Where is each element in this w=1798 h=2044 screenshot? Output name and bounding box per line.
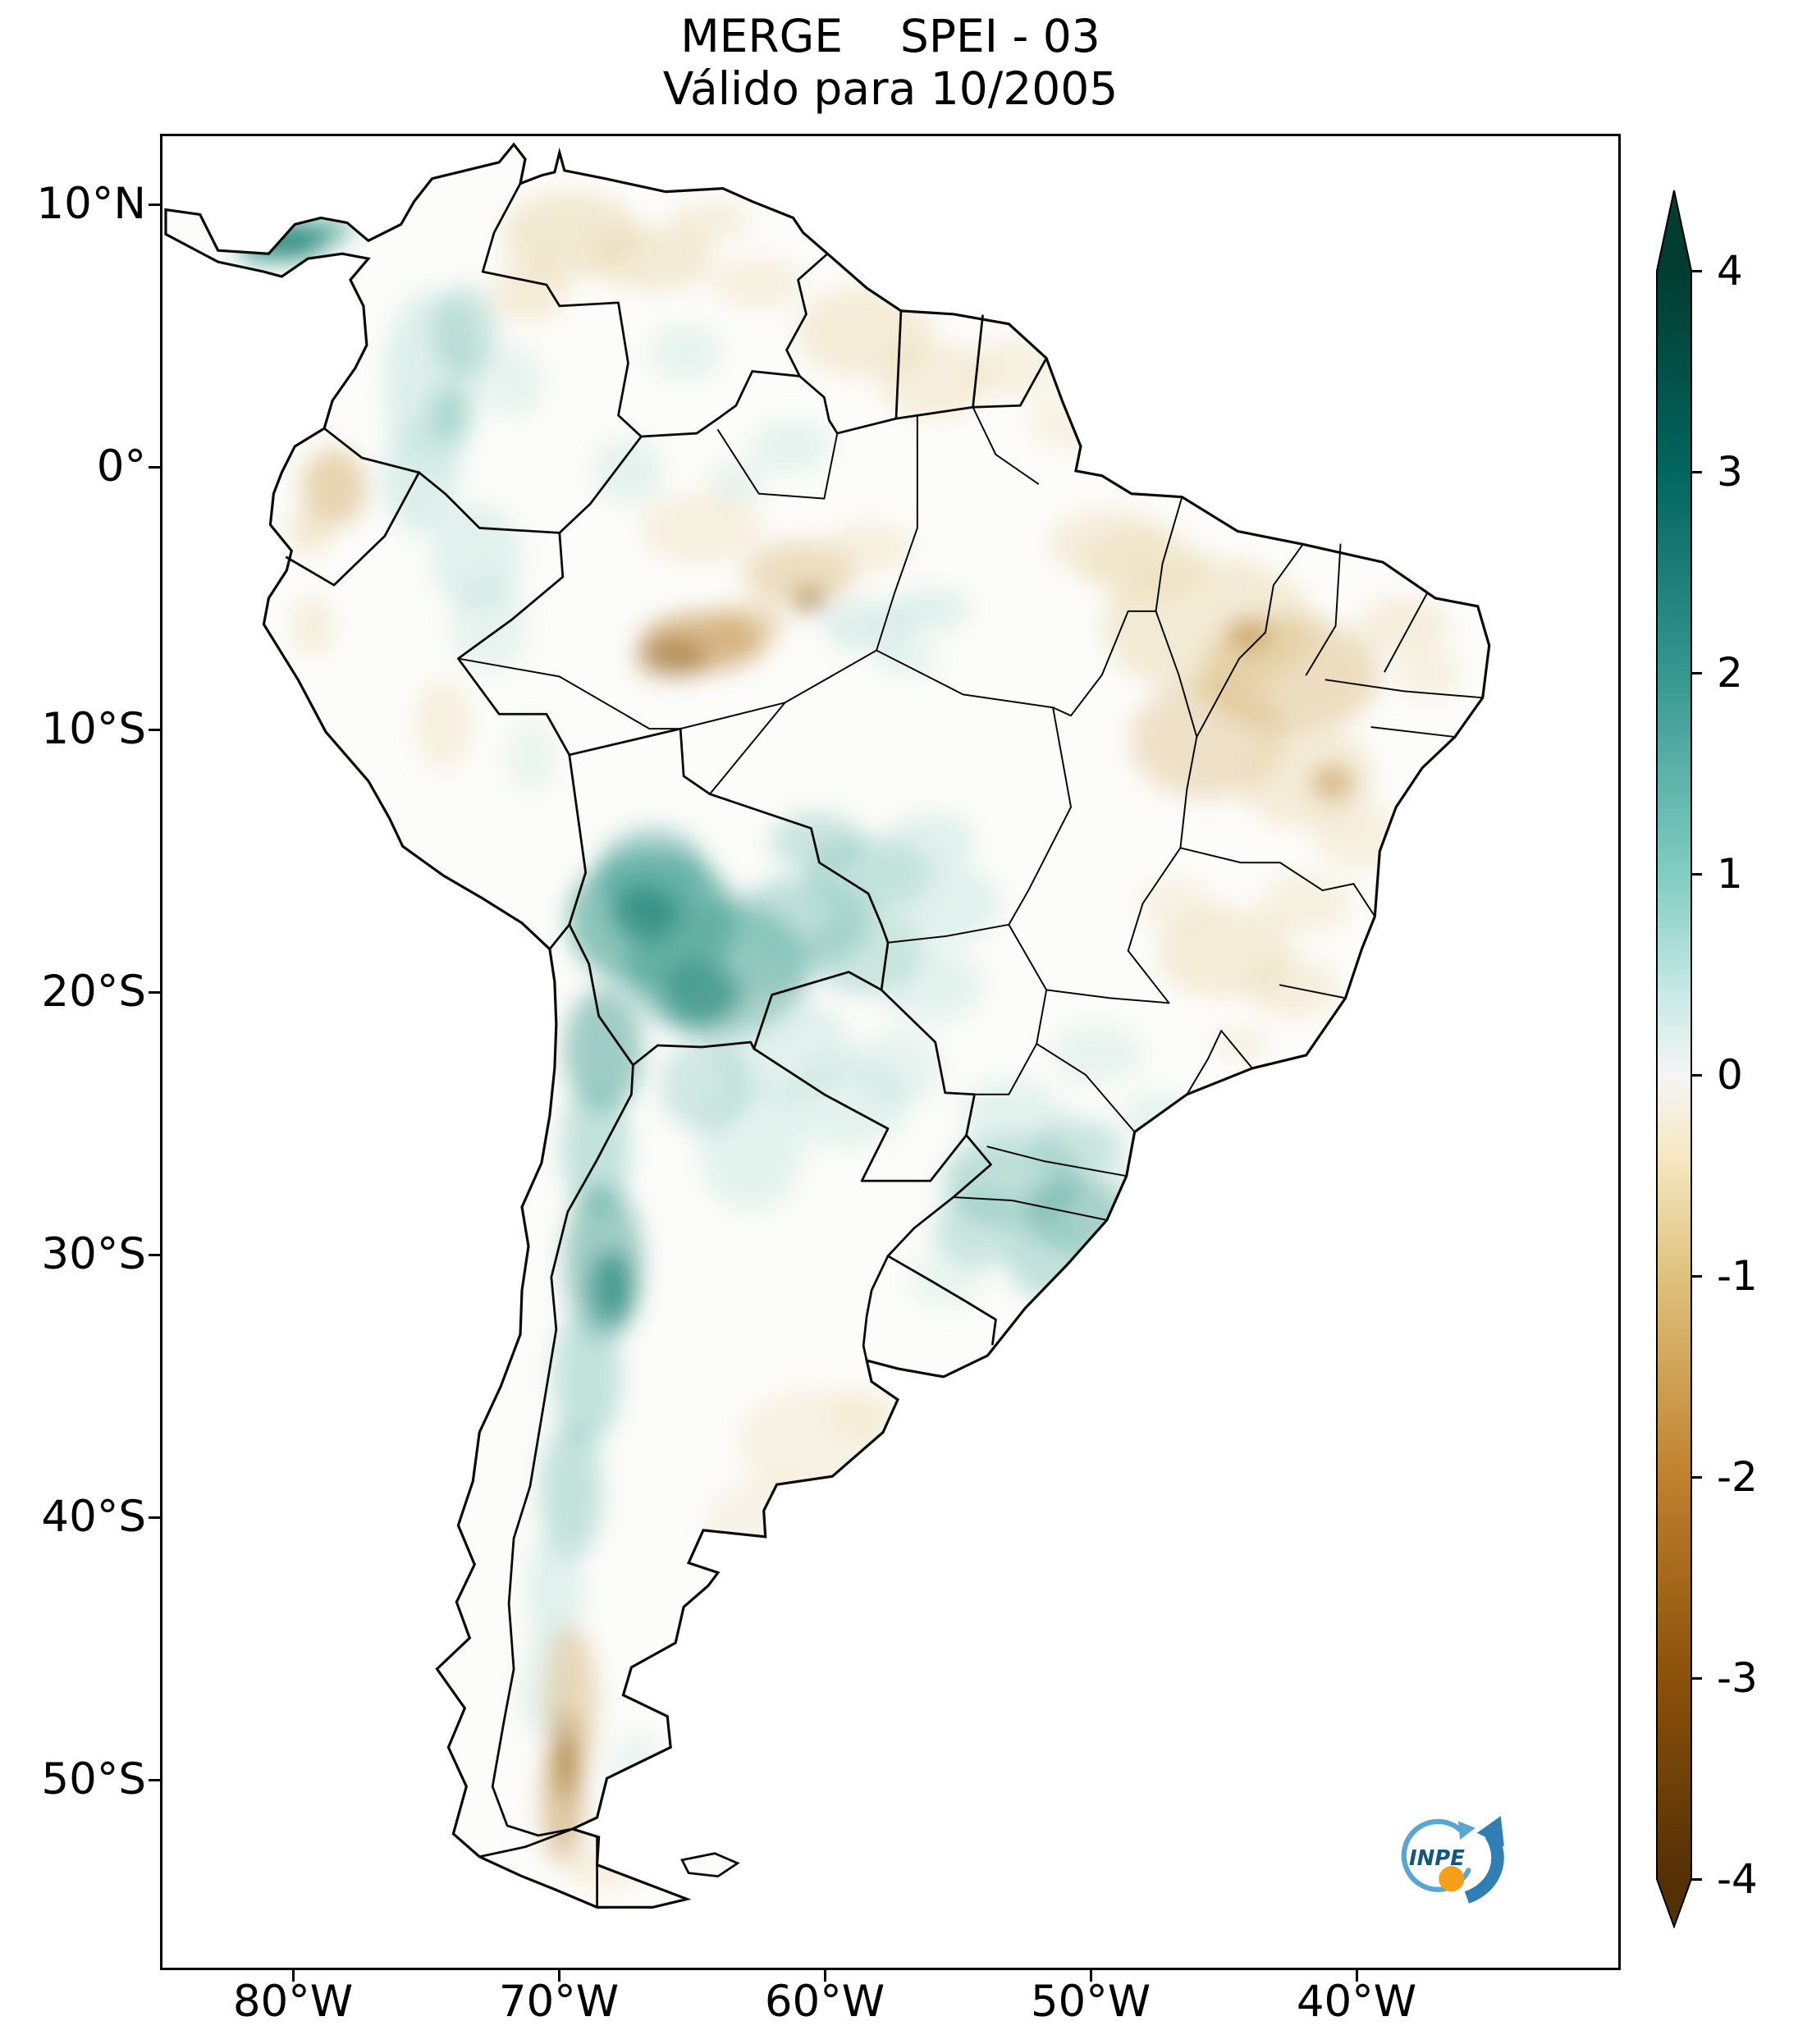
x-tick-mark <box>824 1970 826 1982</box>
y-tick-mark <box>149 1254 160 1256</box>
y-tick-label: 30°S <box>41 1229 146 1279</box>
chart-subtitle: Válido para 10/2005 <box>662 62 1119 115</box>
y-tick-label: 20°S <box>41 967 146 1017</box>
y-tick-mark <box>149 991 160 994</box>
inpe-logo: INPE <box>1385 1802 1530 1922</box>
logo-ball-icon <box>1439 1866 1465 1892</box>
colorbar-tick-mark <box>1691 471 1702 473</box>
x-tick-mark <box>1090 1970 1092 1982</box>
colorbar-tick-label: 4 <box>1717 247 1743 295</box>
y-tick-label: 40°S <box>41 1492 146 1542</box>
logo-swirl-arrowhead <box>1458 1821 1475 1841</box>
y-tick-mark <box>149 203 160 206</box>
x-tick-mark <box>292 1970 295 1982</box>
logo-arrow <box>1464 1831 1504 1904</box>
y-tick-mark <box>149 729 160 731</box>
y-tick-mark <box>149 466 160 469</box>
colorbar <box>1656 190 1692 1928</box>
y-tick-label: 10°N <box>36 179 146 229</box>
state-borders <box>457 406 1484 1221</box>
x-tick-label: 70°W <box>498 1977 620 2027</box>
y-tick-label: 10°S <box>41 704 146 754</box>
x-tick-label: 40°W <box>1296 1977 1417 2027</box>
colorbar-tick-label: -2 <box>1717 1453 1758 1501</box>
colorbar-tick-label: -4 <box>1717 1855 1758 1903</box>
colorbar-tick-label: 3 <box>1717 448 1743 496</box>
x-tick-label: 80°W <box>232 1977 354 2027</box>
colorbar-tick-mark <box>1691 1878 1702 1881</box>
x-tick-mark <box>558 1970 560 1982</box>
logo-text: INPE <box>1409 1846 1465 1871</box>
colorbar-tick-label: 0 <box>1717 1051 1743 1099</box>
y-tick-mark <box>149 1516 160 1519</box>
colorbar-tick-label: -3 <box>1717 1654 1758 1702</box>
y-tick-mark <box>149 1779 160 1781</box>
country-borders <box>285 158 1048 1909</box>
colorbar-tick-mark <box>1691 1275 1702 1278</box>
colorbar-gradient-bar <box>1656 190 1692 1928</box>
x-tick-mark <box>1356 1970 1358 1982</box>
colorbar-tick-mark <box>1691 672 1702 674</box>
colorbar-tick-label: -1 <box>1717 1252 1758 1300</box>
colorbar-tick-mark <box>1691 270 1702 272</box>
colorbar-tick-mark <box>1691 1074 1702 1077</box>
x-tick-label: 50°W <box>1030 1977 1151 2027</box>
map-panel <box>160 134 1621 1970</box>
y-tick-label: 50°S <box>41 1754 146 1804</box>
colorbar-tick-mark <box>1691 1677 1702 1680</box>
y-tick-label: 0° <box>96 441 146 492</box>
colorbar-tick-mark <box>1691 873 1702 876</box>
chart-title: MERGE SPEI - 03 <box>680 10 1100 62</box>
x-tick-label: 60°W <box>764 1977 885 2027</box>
colorbar-tick-mark <box>1691 1476 1702 1479</box>
logo-arrowhead <box>1476 1816 1504 1847</box>
island <box>680 1852 740 1878</box>
colorbar-tick-label: 1 <box>1717 850 1743 898</box>
south-america-map <box>164 142 1491 1909</box>
coastline <box>164 142 1491 1909</box>
colorbar-tick-label: 2 <box>1717 649 1743 697</box>
